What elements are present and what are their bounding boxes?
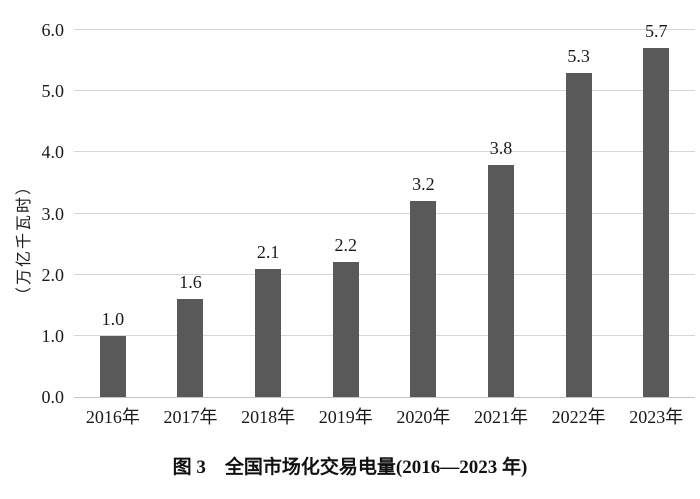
bar: [99, 335, 126, 397]
bar: [643, 48, 670, 397]
bar: [565, 72, 592, 397]
bar: [177, 299, 204, 397]
y-tick-label: 3.0: [41, 203, 65, 224]
gridline: [74, 334, 695, 336]
bar-value-label: 2.1: [256, 241, 280, 262]
y-tick-label: 4.0: [41, 142, 65, 163]
bar: [410, 201, 437, 397]
x-axis-label: 2017年: [163, 407, 218, 427]
x-axis-line: [74, 397, 695, 398]
bar: [332, 262, 359, 397]
gridline: [74, 273, 695, 275]
bar: [255, 268, 282, 397]
y-tick-label: 6.0: [41, 20, 65, 40]
x-axis-label: 2023年: [629, 407, 684, 427]
x-axis-label: 2021年: [473, 407, 528, 427]
x-axis-label: 2019年: [318, 407, 373, 427]
gridline: [74, 90, 695, 92]
plot-area: 1.0 1.6 2.1 2.2 3.2 3.8 5.3 5.7: [74, 21, 695, 398]
bar-value-label: 5.7: [644, 21, 668, 42]
bar-value-label: 3.2: [412, 174, 435, 195]
bar-value-label: 1.0: [101, 308, 125, 329]
gridline: [74, 151, 695, 153]
y-tick-label: 1.0: [41, 325, 65, 346]
x-axis-label: 2020年: [396, 407, 451, 427]
bar-value-label: 5.3: [567, 45, 590, 66]
gridline: [74, 212, 695, 214]
figure-caption: 图 3 全国市场化交易电量(2016—2023 年): [172, 457, 528, 478]
bar: [487, 164, 514, 397]
y-tick-label: 2.0: [41, 264, 65, 285]
bar-value-label: 1.6: [179, 272, 202, 293]
gridline: [74, 29, 695, 30]
x-axis-label: 2022年: [551, 407, 606, 427]
x-axis-label: 2016年: [85, 407, 140, 427]
y-tick-label: 5.0: [41, 81, 65, 102]
bar-value-label: 3.8: [489, 137, 513, 158]
y-tick-label: 0.0: [41, 387, 65, 407]
bar-value-label: 2.2: [334, 235, 357, 256]
x-axis-label: 2018年: [241, 407, 296, 427]
